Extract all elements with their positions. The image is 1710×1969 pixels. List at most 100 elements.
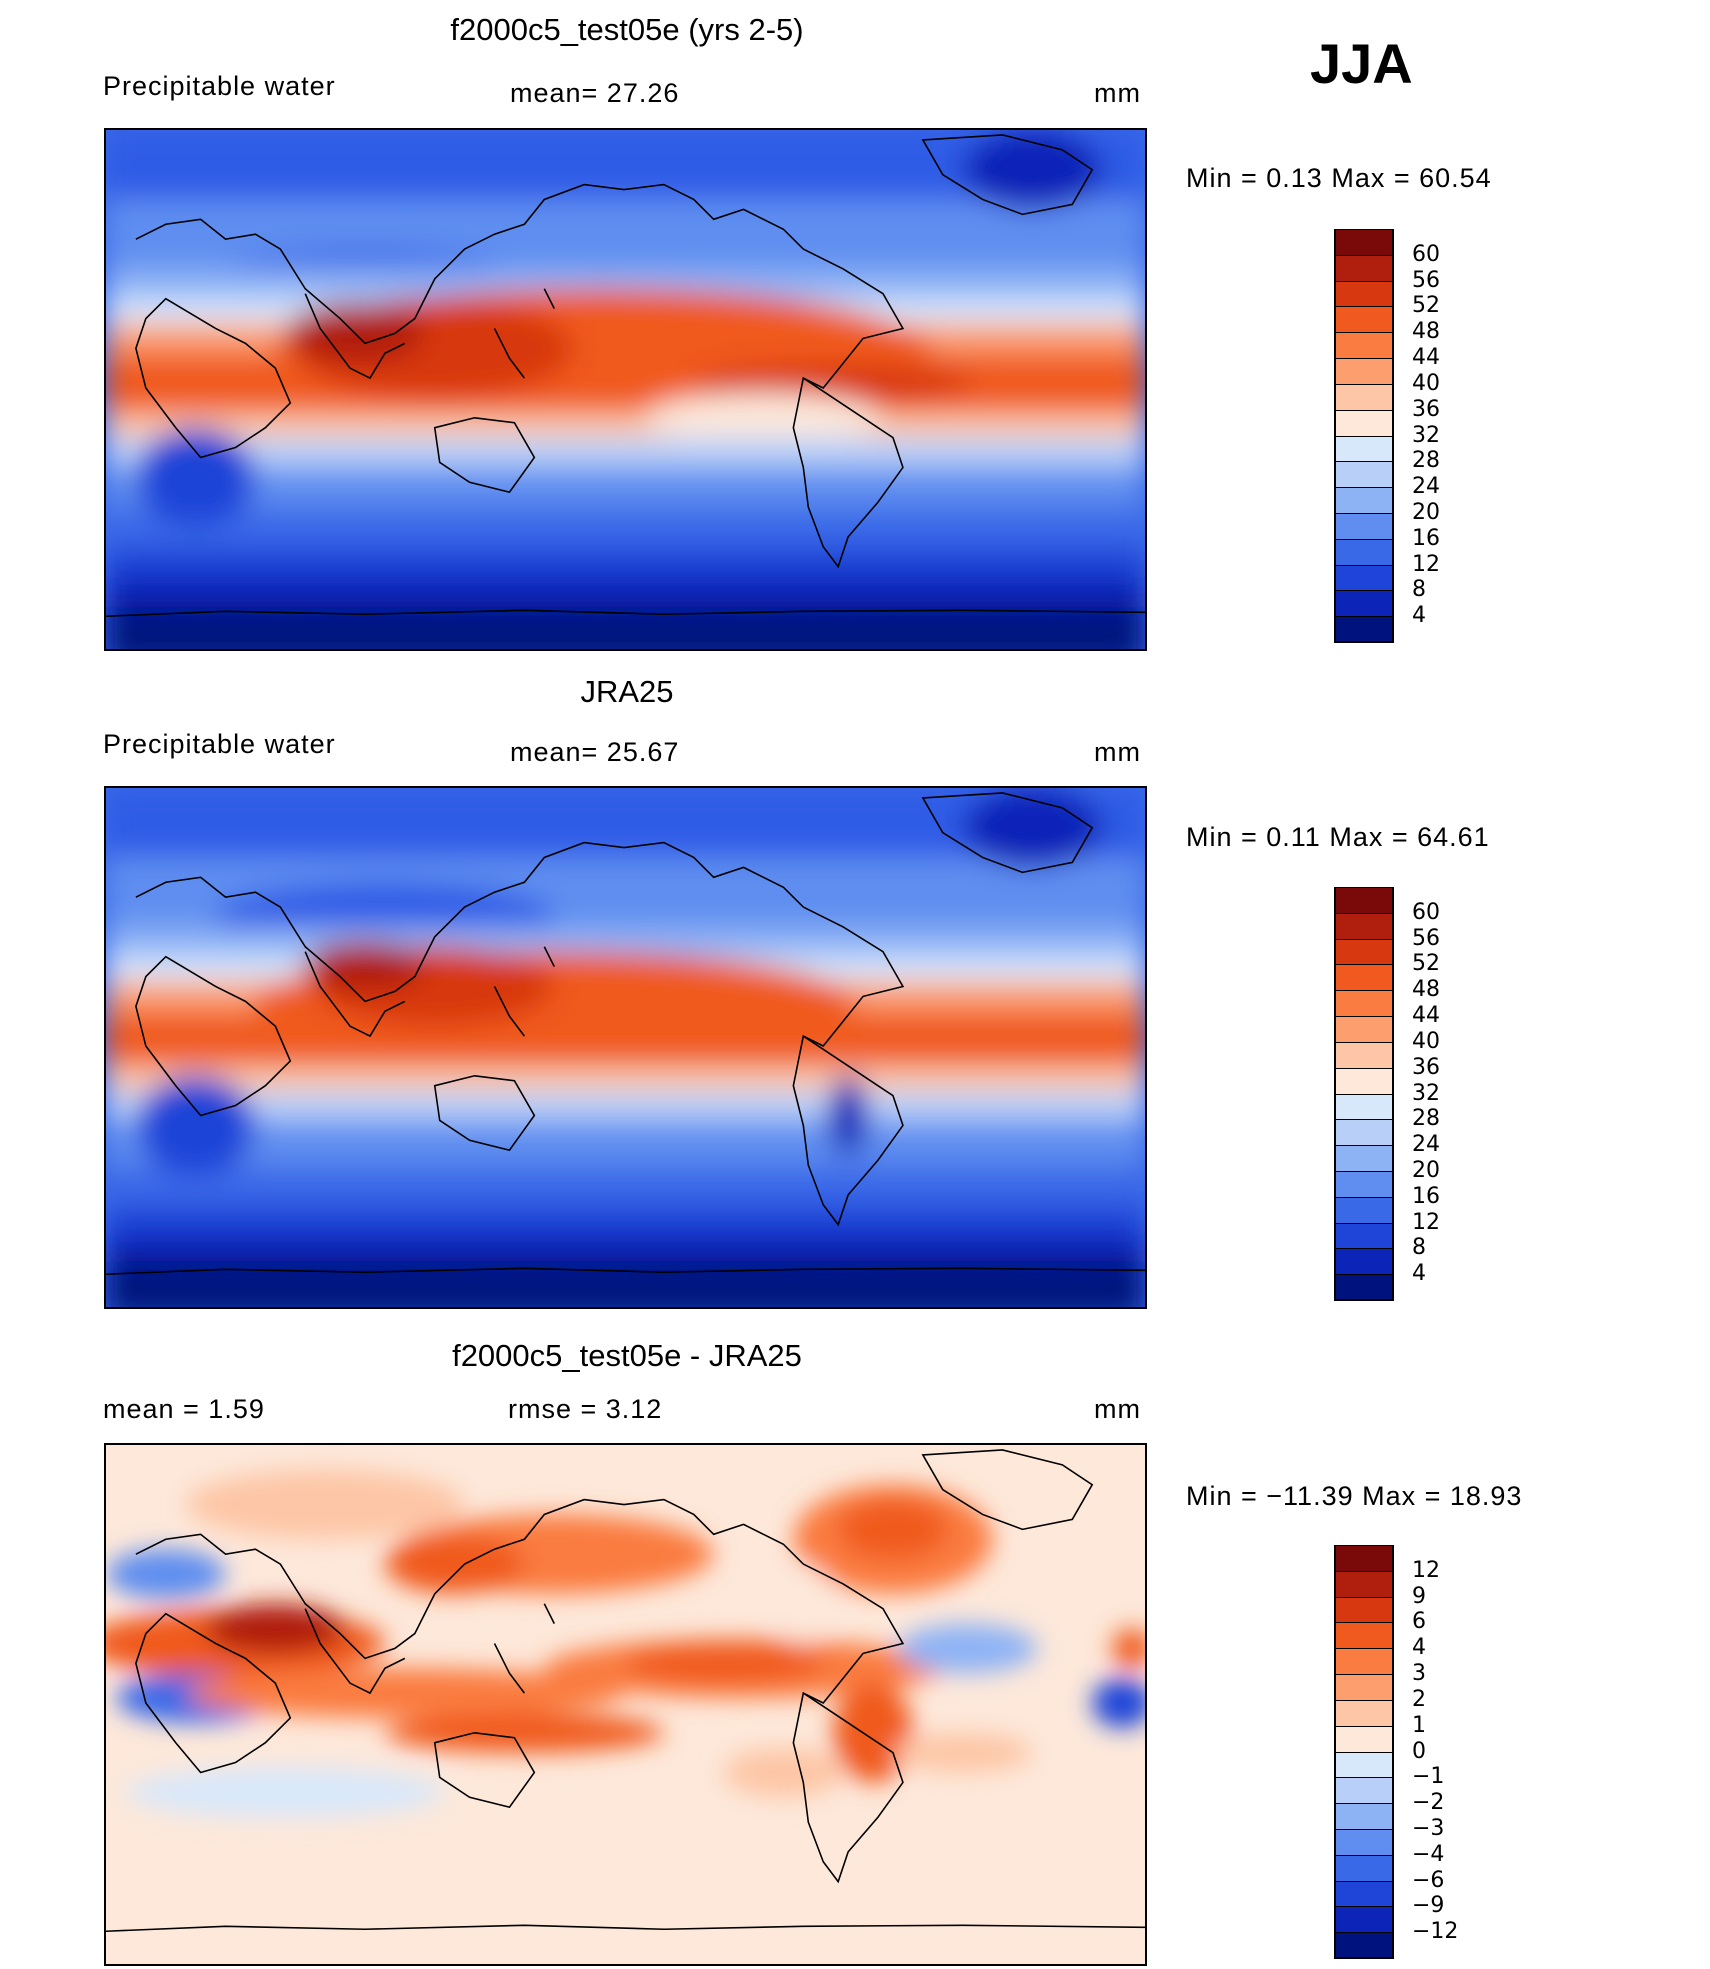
colorbar-swatch bbox=[1334, 1854, 1394, 1882]
colorbar-tick-label: −9 bbox=[1412, 1893, 1445, 1919]
colorbar-swatch bbox=[1334, 616, 1394, 643]
colorbar-tick-label: 20 bbox=[1412, 1157, 1440, 1183]
colorbar-swatch bbox=[1334, 461, 1394, 488]
panel-2-min-max: Min = 0.11 Max = 64.61 bbox=[1186, 822, 1490, 852]
season-label: JJA bbox=[1310, 32, 1413, 95]
colorbar-tick-label: 4 bbox=[1412, 603, 1426, 629]
colorbar-swatch bbox=[1334, 1880, 1394, 1907]
colorbar-swatch bbox=[1334, 1932, 1394, 1959]
panel-3-map bbox=[104, 1443, 1147, 1966]
panel-1-min-max: Min = 0.13 Max = 60.54 bbox=[1186, 163, 1492, 193]
colorbar-swatch bbox=[1334, 1906, 1394, 1933]
panel-2-title: JRA25 bbox=[580, 674, 674, 709]
colorbar-tick-label: 44 bbox=[1412, 345, 1440, 371]
colorbar-tick-label: 40 bbox=[1412, 370, 1440, 396]
panel-1-title: f2000c5_test05e (yrs 2-5) bbox=[450, 12, 804, 47]
colorbar-swatch bbox=[1334, 887, 1394, 914]
colorbar-tick-label: 12 bbox=[1412, 551, 1440, 577]
colorbar-tick-label: 52 bbox=[1412, 293, 1440, 319]
colorbar-swatch bbox=[1334, 358, 1394, 385]
panel-2-mean-label: mean= 25.67 bbox=[510, 737, 680, 767]
colorbar-swatch bbox=[1334, 1274, 1394, 1301]
colorbar-tick-label: −3 bbox=[1412, 1815, 1445, 1841]
panel-1-map-field bbox=[106, 130, 1145, 649]
colorbar-tick-label: 28 bbox=[1412, 1106, 1440, 1132]
colorbar-tick-label: 40 bbox=[1412, 1028, 1440, 1054]
panel-2-map bbox=[104, 786, 1147, 1309]
panel-3-rmse-label: rmse = 3.12 bbox=[508, 1394, 663, 1424]
colorbar-swatch bbox=[1334, 964, 1394, 991]
colorbar-swatch bbox=[1334, 1222, 1394, 1249]
colorbar-swatch bbox=[1334, 306, 1394, 333]
panel-1-units: mm bbox=[1094, 78, 1141, 108]
colorbar-swatch bbox=[1334, 487, 1394, 514]
panel-3-map-field bbox=[106, 1445, 1145, 1964]
panel-3-colorbar: 12 9 6 4 3 2 1 0 −1 −2 −3 −4 −6 −9 −12 bbox=[1334, 1545, 1458, 1959]
panel-3-title: f2000c5_test05e - JRA25 bbox=[452, 1338, 802, 1373]
colorbar-tick-label: 4 bbox=[1412, 1635, 1426, 1661]
colorbar-swatch bbox=[1334, 1196, 1394, 1224]
colorbar-tick-label: 36 bbox=[1412, 396, 1440, 422]
panel-1-colorbar: 60 56 52 48 44 40 36 32 28 24 20 16 12 8 4 bbox=[1334, 229, 1440, 643]
colorbar-swatch bbox=[1334, 1803, 1394, 1830]
colorbar-swatch bbox=[1334, 1777, 1394, 1804]
colorbar-tick-label: 36 bbox=[1412, 1054, 1440, 1080]
panel-1-variable-label: Precipitable water bbox=[103, 71, 336, 101]
colorbar-swatch bbox=[1334, 564, 1394, 591]
colorbar-tick-label: 6 bbox=[1412, 1609, 1426, 1635]
colorbar-swatch bbox=[1334, 1699, 1394, 1727]
panel-2-units: mm bbox=[1094, 737, 1141, 767]
colorbar-tick-label: 8 bbox=[1412, 1235, 1426, 1261]
colorbar-tick-label: −1 bbox=[1412, 1764, 1445, 1790]
colorbar-tick-label: 60 bbox=[1412, 241, 1440, 267]
panel-2-map-field bbox=[106, 788, 1145, 1307]
colorbar-swatch bbox=[1334, 990, 1394, 1017]
colorbar-tick-label: 56 bbox=[1412, 925, 1440, 951]
colorbar-tick-label: 56 bbox=[1412, 267, 1440, 293]
colorbar-tick-label: 2 bbox=[1412, 1686, 1426, 1712]
colorbar-swatch bbox=[1334, 1622, 1394, 1649]
colorbar-swatch bbox=[1334, 1067, 1394, 1094]
colorbar-swatch bbox=[1334, 1725, 1394, 1752]
colorbar-swatch bbox=[1334, 1041, 1394, 1069]
panel-3-mean-label: mean = 1.59 bbox=[103, 1394, 265, 1424]
colorbar-tick-label: 44 bbox=[1412, 1003, 1440, 1029]
colorbar-swatch bbox=[1334, 1145, 1394, 1172]
colorbar-tick-label: 52 bbox=[1412, 951, 1440, 977]
panel-3-min-max: Min = −11.39 Max = 18.93 bbox=[1186, 1481, 1523, 1511]
colorbar-tick-label: 8 bbox=[1412, 577, 1426, 603]
colorbar-swatch bbox=[1334, 1674, 1394, 1701]
colorbar-tick-label: 3 bbox=[1412, 1661, 1426, 1687]
colorbar-swatch bbox=[1334, 1648, 1394, 1675]
colorbar-tick-label: 32 bbox=[1412, 422, 1440, 448]
colorbar-swatch bbox=[1334, 1570, 1394, 1598]
panel-3-units: mm bbox=[1094, 1394, 1141, 1424]
colorbar-tick-label: −4 bbox=[1412, 1841, 1445, 1867]
colorbar-tick-label: 9 bbox=[1412, 1583, 1426, 1609]
colorbar-tick-label: 20 bbox=[1412, 499, 1440, 525]
panel-2-variable-label: Precipitable water bbox=[103, 729, 336, 759]
colorbar-swatch bbox=[1334, 1828, 1394, 1856]
colorbar-swatch bbox=[1334, 1545, 1394, 1572]
colorbar-swatch bbox=[1334, 912, 1394, 940]
colorbar-swatch bbox=[1334, 512, 1394, 540]
colorbar-tick-label: 48 bbox=[1412, 319, 1440, 345]
colorbar-tick-label: 16 bbox=[1412, 1183, 1440, 1209]
colorbar-tick-label: −6 bbox=[1412, 1867, 1445, 1893]
colorbar-tick-label: 16 bbox=[1412, 525, 1440, 551]
colorbar-swatch bbox=[1334, 383, 1394, 411]
panel-2-colorbar: 60 56 52 48 44 40 36 32 28 24 20 16 12 8 4 bbox=[1334, 887, 1440, 1301]
panel-1-map bbox=[104, 128, 1147, 651]
colorbar-tick-label: 28 bbox=[1412, 448, 1440, 474]
colorbar-tick-label: 24 bbox=[1412, 474, 1440, 500]
colorbar-tick-label: −12 bbox=[1412, 1919, 1459, 1945]
colorbar-swatch bbox=[1334, 409, 1394, 436]
colorbar-tick-label: 24 bbox=[1412, 1132, 1440, 1158]
colorbar-tick-label: 48 bbox=[1412, 977, 1440, 1003]
colorbar-swatch bbox=[1334, 254, 1394, 282]
colorbar-swatch bbox=[1334, 1170, 1394, 1198]
colorbar-swatch bbox=[1334, 1248, 1394, 1275]
colorbar-swatch bbox=[1334, 538, 1394, 566]
colorbar-swatch bbox=[1334, 1093, 1394, 1120]
colorbar-swatch bbox=[1334, 590, 1394, 617]
